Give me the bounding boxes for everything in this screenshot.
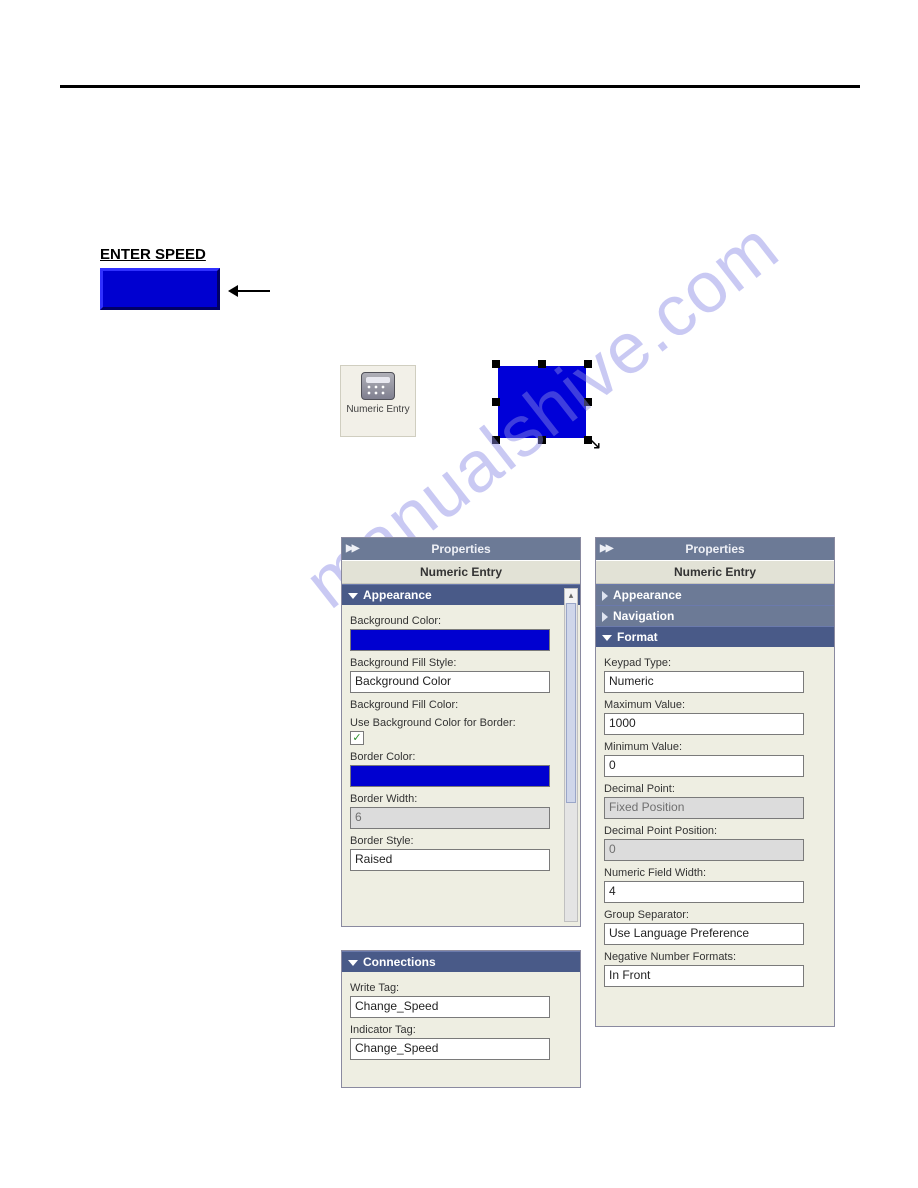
toolbox-numeric-entry[interactable]: Numeric Entry xyxy=(340,365,416,437)
border-color-swatch[interactable] xyxy=(350,765,550,787)
panel-titlebar[interactable]: ▶▶ Properties xyxy=(596,538,834,560)
enter-speed-label: ENTER SPEED xyxy=(100,246,206,263)
neg-number-label: Negative Number Formats: xyxy=(604,951,826,963)
appearance-body: Background Color: Background Fill Style:… xyxy=(342,605,580,873)
panel-title: Properties xyxy=(431,542,490,556)
border-style-input[interactable]: Raised xyxy=(350,849,550,871)
expand-icon[interactable]: ▶▶ xyxy=(346,538,357,560)
border-style-label: Border Style: xyxy=(350,835,572,847)
section-appearance-label: Appearance xyxy=(613,588,682,602)
section-connections-header[interactable]: Connections xyxy=(342,951,580,972)
indicator-tag-input[interactable]: Change_Speed xyxy=(350,1038,550,1060)
keypad-type-input[interactable]: Numeric xyxy=(604,671,804,693)
numeric-entry-icon xyxy=(361,372,395,400)
section-connections-label: Connections xyxy=(363,955,436,969)
section-navigation-header[interactable]: Navigation xyxy=(596,605,834,626)
chevron-down-icon xyxy=(348,593,358,599)
bg-fill-style-label: Background Fill Style: xyxy=(350,657,572,669)
max-value-input[interactable]: 1000 xyxy=(604,713,804,735)
bg-color-label: Background Color: xyxy=(350,615,572,627)
write-tag-input[interactable]: Change_Speed xyxy=(350,996,550,1018)
section-format-header[interactable]: Format xyxy=(596,626,834,647)
use-bg-border-label: Use Background Color for Border: xyxy=(350,717,572,729)
bg-fill-style-input[interactable]: Background Color xyxy=(350,671,550,693)
bg-fill-color-label: Background Fill Color: xyxy=(350,699,572,711)
canvas-numeric-entry-object[interactable]: ↘ xyxy=(492,360,592,444)
resize-handle-mr[interactable] xyxy=(584,398,592,406)
decimal-point-pos-label: Decimal Point Position: xyxy=(604,825,826,837)
numeric-field-width-input[interactable]: 4 xyxy=(604,881,804,903)
connections-body: Write Tag: Change_Speed Indicator Tag: C… xyxy=(342,972,580,1062)
decimal-point-pos-input[interactable]: 0 xyxy=(604,839,804,861)
resize-handle-bl[interactable] xyxy=(492,436,500,444)
resize-handle-bm[interactable] xyxy=(538,436,546,444)
chevron-down-icon xyxy=(602,635,612,641)
object-fill xyxy=(498,366,586,438)
format-body: Keypad Type: Numeric Maximum Value: 1000… xyxy=(596,647,834,989)
enter-speed-field[interactable] xyxy=(100,268,220,310)
scroll-up-icon[interactable]: ▴ xyxy=(565,589,577,603)
resize-handle-tl[interactable] xyxy=(492,360,500,368)
border-width-input[interactable]: 6 xyxy=(350,807,550,829)
toolbox-label: Numeric Entry xyxy=(341,404,415,415)
group-separator-label: Group Separator: xyxy=(604,909,826,921)
resize-handle-tm[interactable] xyxy=(538,360,546,368)
panel-subtitle: Numeric Entry xyxy=(596,560,834,584)
properties-panel-connections: Connections Write Tag: Change_Speed Indi… xyxy=(341,950,581,1088)
use-bg-border-checkbox[interactable]: ✓ xyxy=(350,731,364,745)
panel-title: Properties xyxy=(685,542,744,556)
panel-titlebar[interactable]: ▶▶ Properties xyxy=(342,538,580,560)
properties-panel-appearance: ▶▶ Properties Numeric Entry Appearance B… xyxy=(341,537,581,927)
chevron-right-icon xyxy=(602,591,608,601)
expand-icon[interactable]: ▶▶ xyxy=(600,538,611,560)
max-value-label: Maximum Value: xyxy=(604,699,826,711)
scrollbar[interactable]: ▴ xyxy=(564,588,578,922)
scroll-thumb[interactable] xyxy=(566,603,576,803)
section-appearance-label: Appearance xyxy=(363,588,432,602)
border-width-label: Border Width: xyxy=(350,793,572,805)
min-value-label: Minimum Value: xyxy=(604,741,826,753)
group-separator-input[interactable]: Use Language Preference xyxy=(604,923,804,945)
section-appearance-header[interactable]: Appearance xyxy=(342,584,580,605)
write-tag-label: Write Tag: xyxy=(350,982,572,994)
border-color-label: Border Color: xyxy=(350,751,572,763)
min-value-input[interactable]: 0 xyxy=(604,755,804,777)
keypad-type-label: Keypad Type: xyxy=(604,657,826,669)
resize-cursor-icon: ↘ xyxy=(587,433,602,454)
decimal-point-label: Decimal Point: xyxy=(604,783,826,795)
page-rule xyxy=(60,85,860,88)
resize-handle-tr[interactable] xyxy=(584,360,592,368)
bg-color-swatch[interactable] xyxy=(350,629,550,651)
chevron-right-icon xyxy=(602,612,608,622)
indicator-tag-label: Indicator Tag: xyxy=(350,1024,572,1036)
properties-panel-format: ▶▶ Properties Numeric Entry Appearance N… xyxy=(595,537,835,1027)
resize-handle-ml[interactable] xyxy=(492,398,500,406)
decimal-point-input[interactable]: Fixed Position xyxy=(604,797,804,819)
section-appearance-header[interactable]: Appearance xyxy=(596,584,834,605)
section-navigation-label: Navigation xyxy=(613,609,674,623)
chevron-down-icon xyxy=(348,960,358,966)
panel-subtitle: Numeric Entry xyxy=(342,560,580,584)
numeric-field-width-label: Numeric Field Width: xyxy=(604,867,826,879)
neg-number-input[interactable]: In Front xyxy=(604,965,804,987)
section-format-label: Format xyxy=(617,630,658,644)
arrow-pointer-icon xyxy=(228,284,270,298)
